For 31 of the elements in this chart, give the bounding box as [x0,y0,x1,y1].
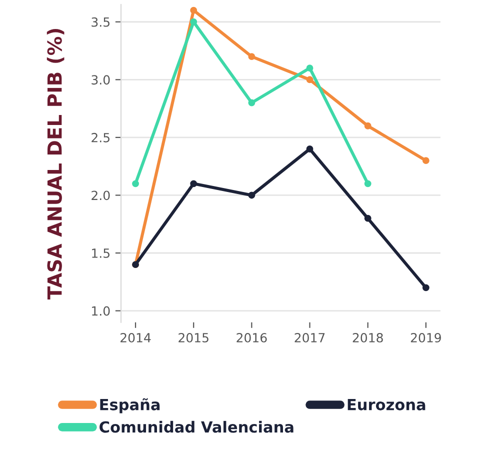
point [422,284,430,292]
x-tick-label: 2019 [410,332,441,342]
legend-label: Eurozona [348,398,426,410]
point [364,214,372,222]
x-tick-label: 2018 [352,332,383,342]
y-tick-label: 2.0 [92,190,110,200]
y-axis-title: TASA ANUAL DEL PIB (%) [46,28,64,300]
point [248,192,256,199]
point [248,53,256,60]
point [306,64,314,72]
y-tick-label: 3.5 [92,17,110,27]
y-tick-label: 3.0 [92,75,110,85]
y-tick-label: 1.5 [92,248,110,258]
point [364,180,372,188]
y-tick-label: 2.5 [92,132,110,142]
point [306,76,314,84]
x-tick-label: 2015 [178,332,208,342]
legend-label: Comunidad Valenciana [100,420,294,433]
point [190,180,198,188]
point [306,146,314,152]
x-tick-label: 2014 [120,332,151,342]
point [364,122,372,130]
legend-label: España [100,398,160,414]
point [132,180,139,188]
y-tick-label: 1.0 [92,306,110,316]
x-tick-label: 2016 [236,332,267,342]
point [248,99,256,106]
point [190,18,198,26]
x-tick-label: 2017 [294,332,325,342]
point [190,6,198,14]
point [422,157,430,164]
